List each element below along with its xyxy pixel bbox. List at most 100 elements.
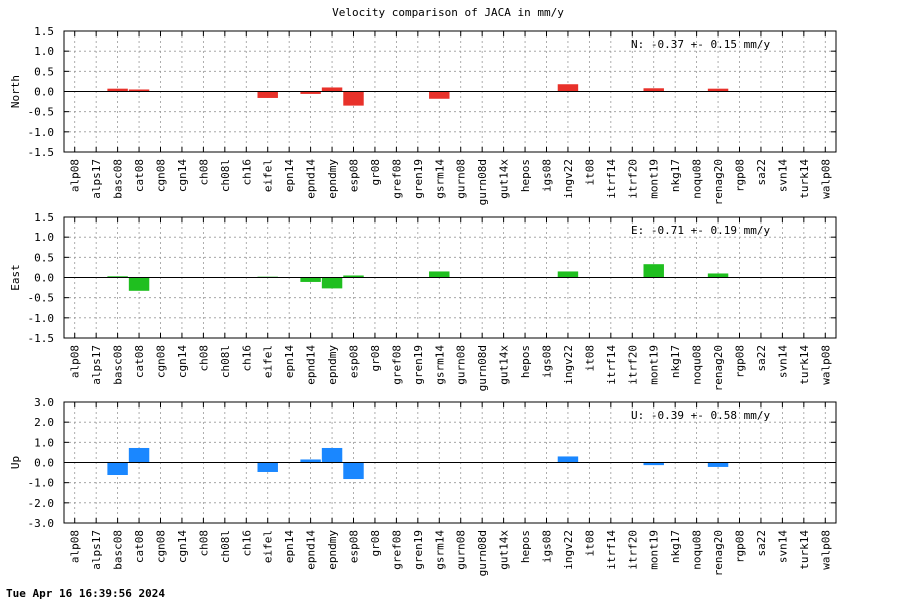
x-tick-label: igs08 xyxy=(541,345,554,378)
y-tick-label: 1.0 xyxy=(34,231,54,244)
x-tick-label: gurn08 xyxy=(455,345,468,385)
x-tick-label: it08 xyxy=(583,345,596,372)
x-tick-label: basc08 xyxy=(112,159,125,199)
x-tick-label: mont19 xyxy=(648,530,661,570)
x-tick-label: renag20 xyxy=(712,345,725,391)
x-tick-label: epnd14 xyxy=(305,159,318,199)
x-tick-label: hepos xyxy=(519,159,532,192)
x-tick-label: ch08 xyxy=(197,159,210,186)
x-tick-label: rgp08 xyxy=(734,530,747,563)
panel-up: -3.0 -2.0 -1.0 0.0 1.0 2.0 3.0 alp08 alps17 basc0… xyxy=(9,396,837,576)
plot-frame xyxy=(63,30,837,153)
y-tick-label: 1.5 xyxy=(34,25,54,38)
x-tick-label: eifel xyxy=(262,345,275,378)
x-tick-label: noqu08 xyxy=(691,345,704,385)
x-tick-label: gref08 xyxy=(390,345,403,385)
x-tick-label: sa22 xyxy=(755,159,768,186)
stat-label: U: -0.39 +- 0.58 mm/y xyxy=(631,409,770,422)
bar-ingv22 xyxy=(557,271,579,278)
x-tick-label: nkg17 xyxy=(669,159,682,192)
bar-epnd14 xyxy=(300,277,321,282)
y-tick-label: -3.0 xyxy=(28,517,55,530)
x-tick-label: hepos xyxy=(519,530,532,563)
x-tick-label: gren19 xyxy=(412,159,425,199)
x-tick-label: cgn14 xyxy=(176,159,189,192)
x-tick-label: gut14x xyxy=(498,159,511,199)
x-tick-label: esp08 xyxy=(348,345,361,378)
x-tick-label: cat08 xyxy=(133,159,146,192)
bar-epnd14 xyxy=(300,459,321,463)
x-tick-label: noqu08 xyxy=(691,530,704,570)
x-tick-label: gurn08 xyxy=(455,530,468,570)
y-tick-label: 0.5 xyxy=(34,65,54,78)
x-tick-label: gr08 xyxy=(369,159,382,186)
bar-epndmy xyxy=(321,87,343,92)
x-tick-label: esp08 xyxy=(348,159,361,192)
x-tick-label: alp08 xyxy=(69,159,82,192)
x-tick-label: ch08 xyxy=(197,345,210,372)
x-tick-label: turk14 xyxy=(798,345,811,385)
x-tick-label: ch08 xyxy=(197,530,210,557)
x-tick-label: gurn08d xyxy=(476,530,489,576)
x-tick-label: epnd14 xyxy=(305,345,318,385)
x-tick-label: cgn08 xyxy=(155,530,168,563)
y-tick-label: 0.0 xyxy=(34,457,54,470)
y-axis-label: Up xyxy=(9,456,22,469)
x-tick-label: rgp08 xyxy=(734,159,747,192)
x-tick-label: gren19 xyxy=(412,530,425,570)
chart-panels: -1.5 -1.0 -0.5 0.0 0.5 1.0 1.5 alp08 alps17 basc0… xyxy=(9,25,837,576)
plot-frame xyxy=(63,216,837,339)
x-tick-label: cgn14 xyxy=(176,530,189,563)
x-tick-label: gr08 xyxy=(369,530,382,557)
x-tick-label: noqu08 xyxy=(691,159,704,199)
bar-cat08 xyxy=(128,89,150,92)
bar-ingv22 xyxy=(557,84,579,92)
x-tick-label: walp08 xyxy=(819,345,832,385)
x-tick-label: svn14 xyxy=(776,530,789,563)
bar-renag20 xyxy=(707,273,729,278)
bar-epnd14 xyxy=(300,91,321,94)
x-tick-label: ch08l xyxy=(219,530,232,563)
x-tick-label: cgn08 xyxy=(155,159,168,192)
x-tick-label: nkg17 xyxy=(669,345,682,378)
bar-basc08 xyxy=(107,462,128,476)
y-tick-label: 0.0 xyxy=(34,272,54,285)
x-tick-label: alps17 xyxy=(90,345,103,385)
x-tick-label: epndmy xyxy=(326,530,339,570)
x-tick-label: alp08 xyxy=(69,530,82,563)
bar-mont19 xyxy=(643,264,664,278)
x-tick-label: mont19 xyxy=(648,159,661,199)
x-tick-label: alp08 xyxy=(69,345,82,378)
y-tick-label: 1.5 xyxy=(34,211,54,224)
x-tick-label: gren19 xyxy=(412,345,425,385)
bar-epndmy xyxy=(321,277,343,289)
y-tick-label: 0.0 xyxy=(34,86,54,99)
x-tick-label: cat08 xyxy=(133,530,146,563)
bar-gsrm14 xyxy=(429,271,450,278)
bar-renag20 xyxy=(707,462,729,467)
x-tick-label: eifel xyxy=(262,530,275,563)
x-tick-label: itrf20 xyxy=(626,530,639,570)
x-tick-label: svn14 xyxy=(776,159,789,192)
bar-basc08 xyxy=(107,276,128,278)
x-tick-label: cat08 xyxy=(133,345,146,378)
x-tick-label: walp08 xyxy=(819,159,832,199)
bar-mont19 xyxy=(643,462,664,466)
chart-title: Velocity comparison of JACA in mm/y xyxy=(332,6,564,19)
x-tick-label: renag20 xyxy=(712,159,725,205)
x-tick-label: sa22 xyxy=(755,345,768,372)
bar-esp08 xyxy=(343,462,364,480)
x-tick-label: it08 xyxy=(583,159,596,186)
bar-esp08 xyxy=(343,91,364,106)
x-tick-label: hepos xyxy=(519,345,532,378)
x-tick-label: basc08 xyxy=(112,345,125,385)
y-tick-label: -2.0 xyxy=(28,497,55,510)
x-tick-label: ingv22 xyxy=(562,159,575,199)
bar-mont19 xyxy=(643,88,664,92)
bar-gsrm14 xyxy=(429,91,450,99)
x-tick-label: gut14x xyxy=(498,530,511,570)
x-tick-label: turk14 xyxy=(798,530,811,570)
bar-eifel xyxy=(257,91,278,98)
y-tick-label: -1.5 xyxy=(28,146,55,159)
